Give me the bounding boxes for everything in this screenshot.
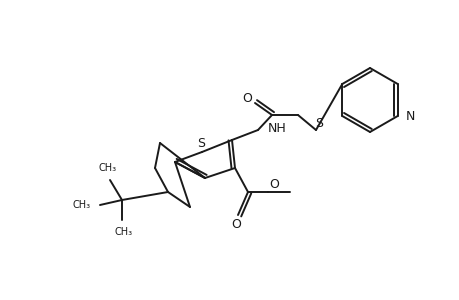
Text: CH₃: CH₃ — [99, 163, 117, 173]
Text: O: O — [269, 178, 278, 190]
Text: N: N — [405, 110, 414, 122]
Text: NH: NH — [268, 122, 286, 134]
Text: O: O — [241, 92, 252, 104]
Text: S: S — [314, 116, 322, 130]
Text: O: O — [230, 218, 241, 232]
Text: CH₃: CH₃ — [115, 227, 133, 237]
Text: S: S — [196, 136, 205, 149]
Text: CH₃: CH₃ — [73, 200, 91, 210]
